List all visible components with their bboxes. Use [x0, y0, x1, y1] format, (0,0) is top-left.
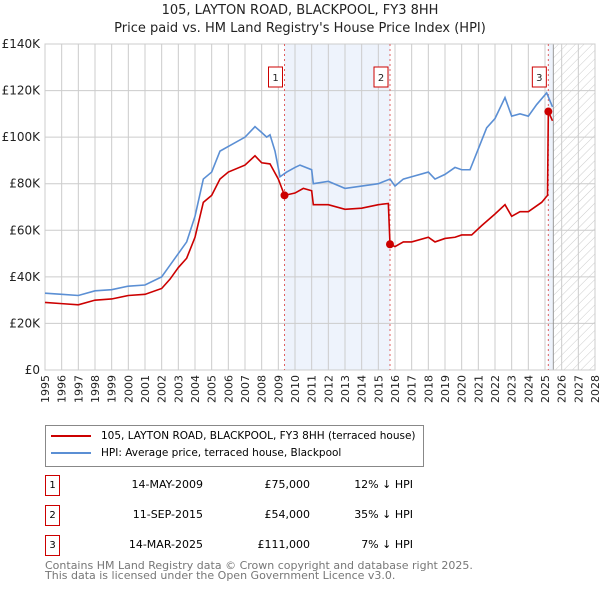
- x-tick-label: 2019: [439, 375, 452, 403]
- chart-subtitle: Price paid vs. HM Land Registry's House …: [114, 21, 486, 36]
- sale-label-box: [268, 66, 283, 88]
- sale-label-box: [531, 66, 547, 88]
- transaction-marker: 1: [45, 475, 60, 496]
- x-tick-label: 1996: [56, 375, 69, 403]
- y-tick-label: £40K: [9, 270, 41, 284]
- y-tick-label: £60K: [9, 223, 41, 237]
- transaction-date: 14-MAR-2025: [128, 538, 203, 551]
- transaction-price: £75,000: [264, 478, 311, 491]
- y-tick-label: £140K: [2, 37, 42, 51]
- x-tick-label: 2004: [189, 375, 202, 403]
- footer-line-1: Contains HM Land Registry data © Crown c…: [45, 559, 473, 572]
- x-tick-label: 2020: [456, 375, 469, 403]
- x-tick-label: 2000: [122, 375, 135, 403]
- x-tick-label: 2005: [206, 375, 219, 403]
- transaction-marker: 2: [45, 505, 60, 526]
- transaction-date: 14-MAY-2009: [131, 478, 203, 491]
- y-tick-label: £20K: [9, 316, 41, 330]
- y-tick-label: £120K: [2, 84, 42, 98]
- transaction-marker: 3: [45, 535, 60, 556]
- sale-point: [386, 240, 394, 249]
- x-tick-label: 2012: [322, 375, 335, 403]
- x-tick-label: 1995: [39, 375, 52, 403]
- x-tick-label: 2025: [539, 375, 552, 403]
- sale-label: 1: [272, 73, 278, 84]
- legend-red-line: [51, 435, 91, 437]
- sale-point: [280, 191, 289, 200]
- transaction-price: £54,000: [264, 508, 311, 521]
- shaded-period: [548, 44, 554, 370]
- legend-hpi: HPI: Average price, terraced house, Blac…: [101, 447, 342, 459]
- x-tick-label: 2008: [256, 375, 269, 403]
- transaction-date: 11-SEP-2015: [132, 508, 203, 521]
- x-tick-label: 2015: [372, 375, 385, 403]
- x-tick-label: 1999: [106, 375, 119, 403]
- x-tick-label: 2018: [422, 375, 435, 403]
- sale-label: 3: [536, 73, 542, 84]
- legend: 105, LAYTON ROAD, BLACKPOOL, FY3 8HH (te…: [45, 425, 424, 467]
- x-tick-label: 2010: [289, 375, 302, 403]
- y-tick-label: £100K: [2, 130, 42, 144]
- x-tick-label: 2022: [489, 375, 502, 403]
- x-tick-label: 2014: [356, 375, 369, 403]
- transaction-hpi-diff: 12% ↓ HPI: [354, 478, 413, 491]
- footer: Contains HM Land Registry data © Crown c…: [45, 559, 473, 582]
- sale-point: [544, 107, 553, 116]
- x-tick-label: 2024: [522, 375, 535, 403]
- plot-border: [44, 43, 596, 371]
- transaction-hpi-diff: 35% ↓ HPI: [354, 508, 413, 521]
- x-tick-label: 2001: [139, 375, 152, 403]
- price-chart: 1995 1996 1997 1998 1999 2000 2001 2002 2003 2004…: [2, 37, 600, 403]
- x-tick-label: 1997: [72, 375, 85, 403]
- x-tick-label: 2002: [156, 375, 169, 403]
- y-tick-label: £80K: [9, 177, 41, 191]
- y-tick-label: £0: [25, 363, 40, 377]
- x-tick-label: 1998: [89, 375, 102, 403]
- x-tick-label: 2006: [222, 375, 235, 403]
- x-tick-label: 2023: [506, 375, 519, 403]
- x-tick-label: 2027: [572, 375, 585, 403]
- x-tick-label: 2013: [339, 375, 352, 403]
- sale-label: 2: [378, 73, 384, 84]
- x-tick-label: 2028: [589, 375, 600, 403]
- chart-title: 105, LAYTON ROAD, BLACKPOOL, FY3 8HH: [161, 3, 439, 18]
- price-paid-line: [44, 111, 554, 306]
- x-tick-label: 2011: [306, 375, 319, 403]
- hpi-line: [44, 91, 554, 297]
- x-tick-label: 2017: [406, 375, 419, 403]
- x-tick-label: 2007: [239, 375, 252, 403]
- transaction-hpi-diff: 7% ↓ HPI: [361, 538, 413, 551]
- forecast-hatch: [553, 44, 595, 370]
- transaction-price: £111,000: [257, 538, 311, 551]
- x-tick-label: 2009: [272, 375, 285, 403]
- x-tick-label: 2016: [389, 375, 402, 403]
- footer-line-2: This data is licensed under the Open Gov…: [45, 569, 396, 582]
- x-tick-label: 2021: [472, 375, 485, 403]
- x-tick-label: 2026: [556, 375, 569, 403]
- sale-label-box: [373, 66, 389, 88]
- x-tick-label: 2003: [172, 375, 185, 403]
- legend-blue-line: [51, 452, 91, 454]
- legend-property: 105, LAYTON ROAD, BLACKPOOL, FY3 8HH (te…: [101, 430, 416, 442]
